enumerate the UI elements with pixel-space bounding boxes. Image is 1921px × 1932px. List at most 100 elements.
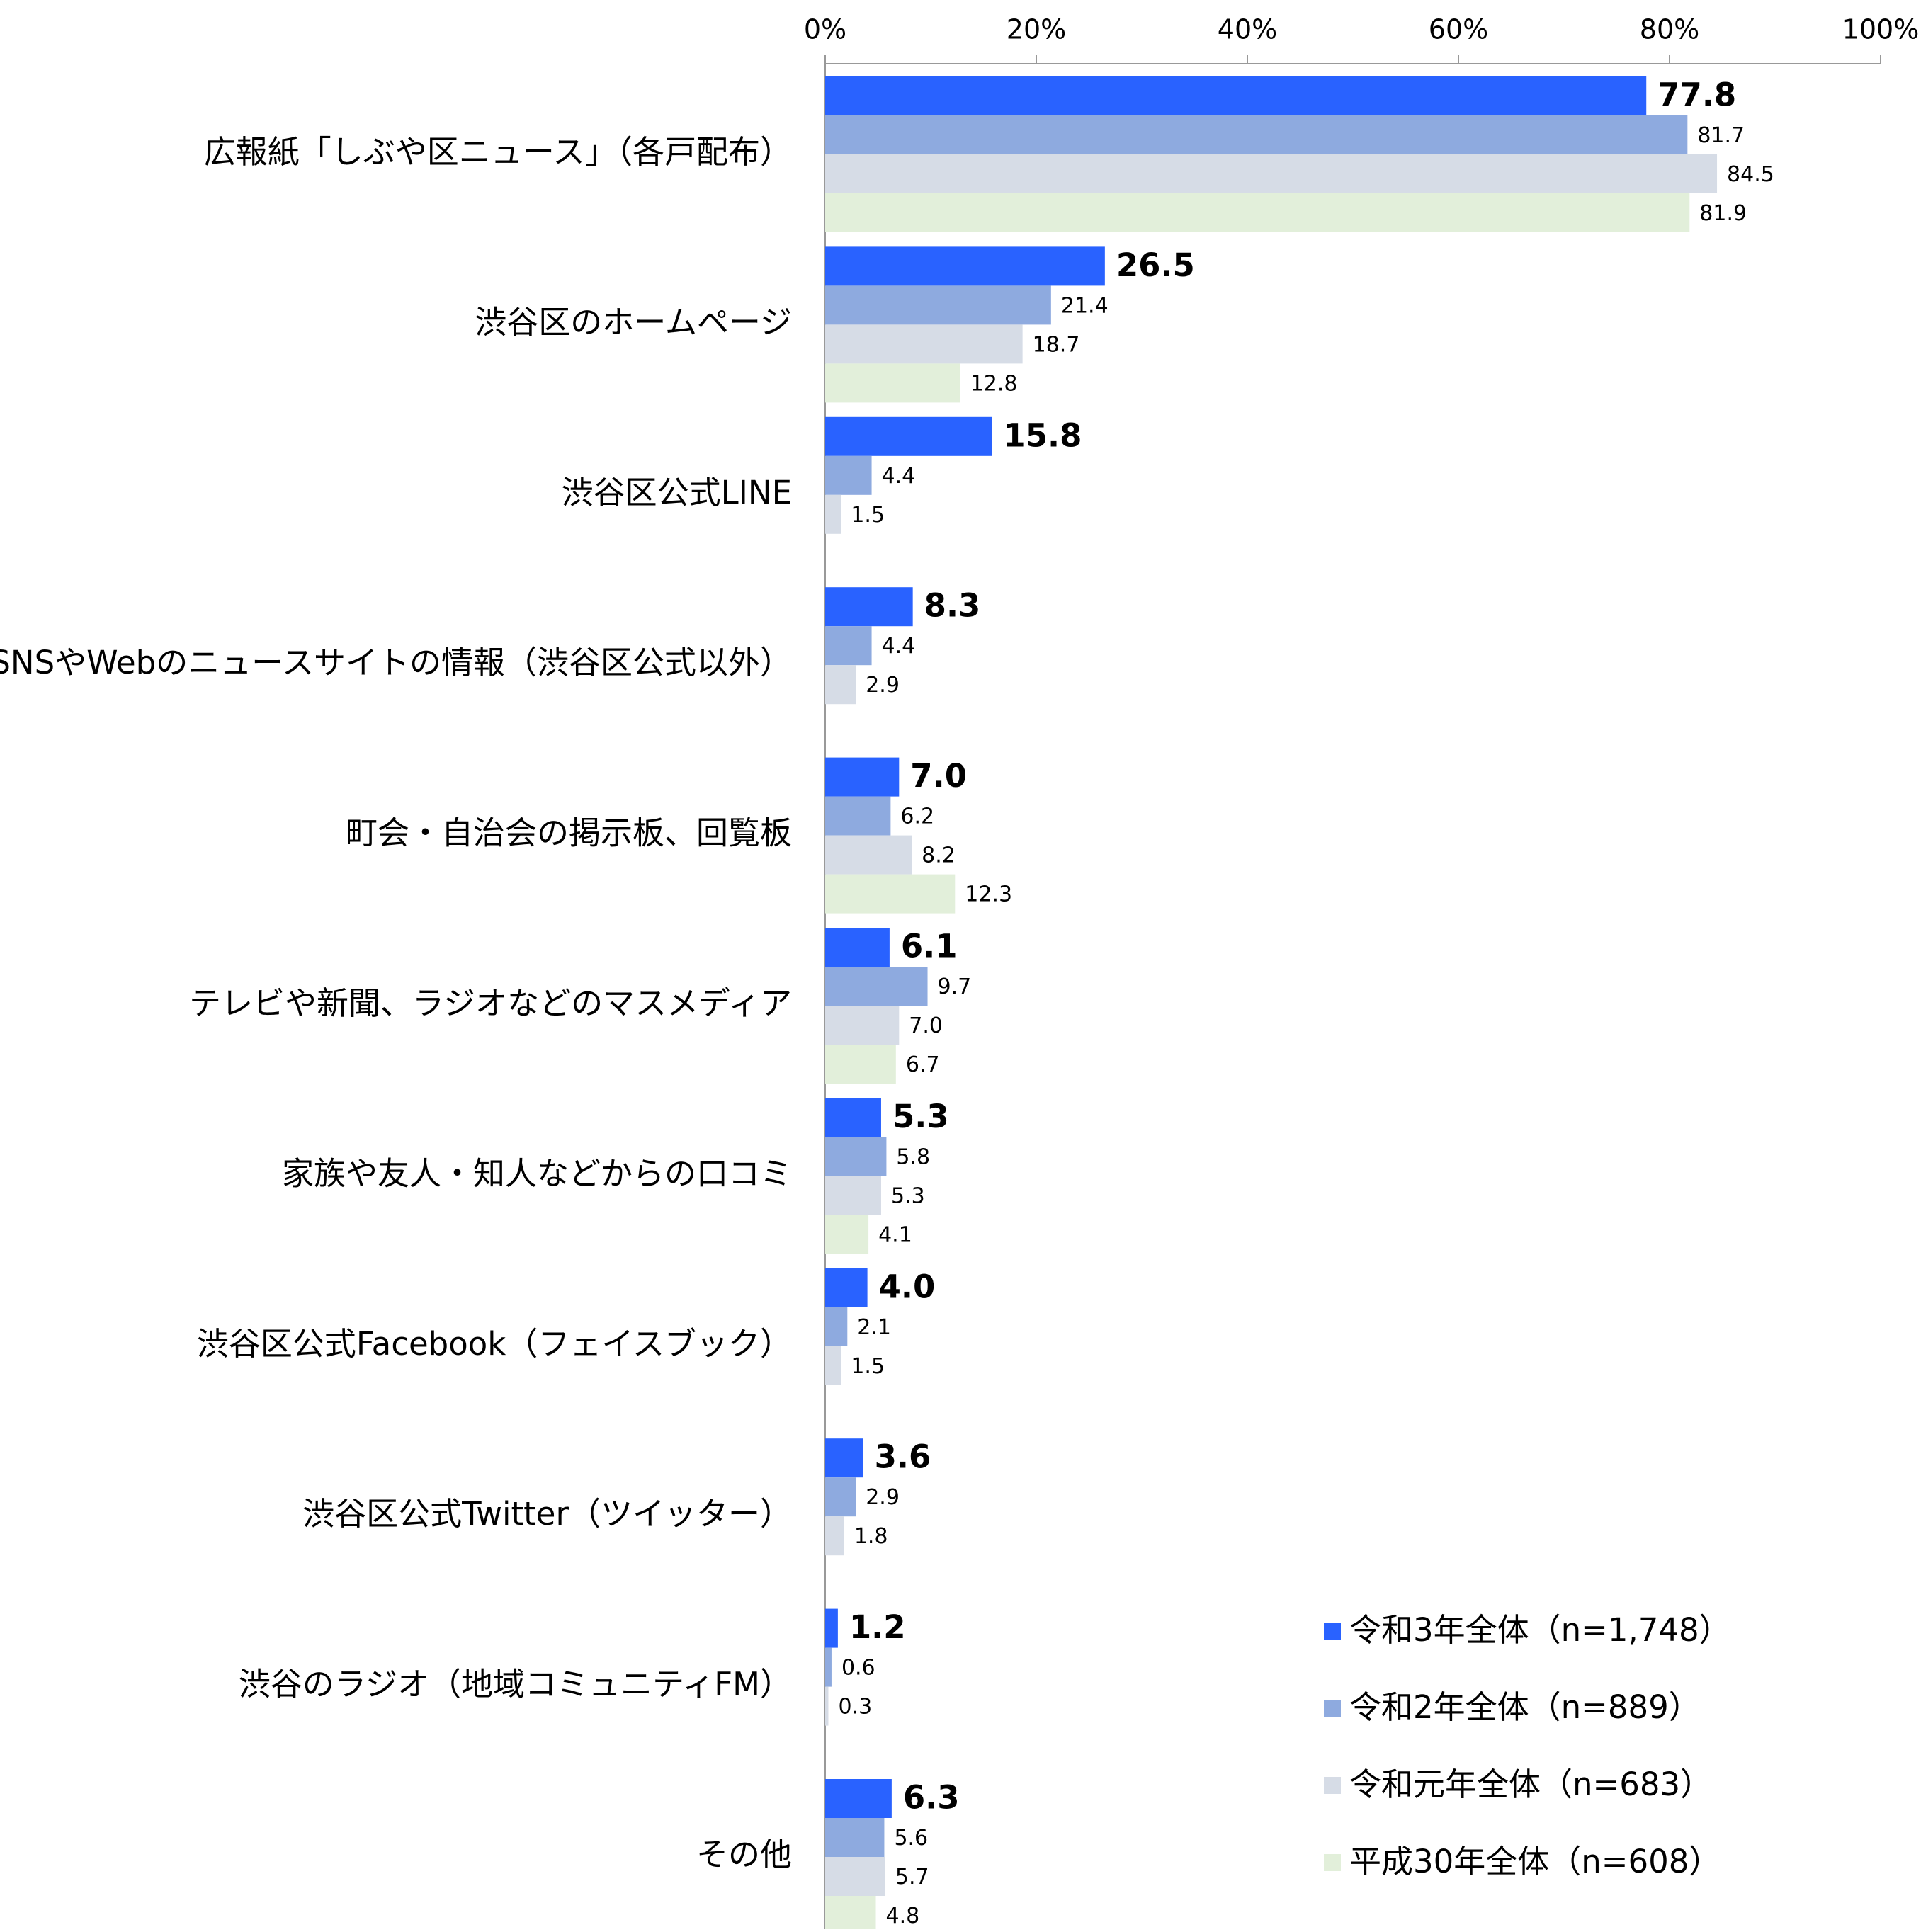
bar (825, 494, 842, 534)
bar (825, 154, 1718, 193)
bar (825, 324, 1023, 364)
legend-swatch (1324, 1854, 1341, 1871)
value-label: 2.9 (866, 673, 900, 698)
bar (825, 835, 912, 875)
legend-label: 令和元年全体（n=683） (1349, 1766, 1712, 1803)
value-label: 81.9 (1699, 201, 1747, 226)
value-label: 6.3 (903, 1779, 960, 1817)
value-label: 0.3 (838, 1695, 872, 1720)
bar (825, 1307, 848, 1346)
value-label: 6.7 (906, 1052, 940, 1077)
value-label: 1.8 (854, 1524, 888, 1549)
value-label: 15.8 (1003, 416, 1082, 454)
value-label: 3.6 (875, 1438, 931, 1476)
value-label: 6.1 (901, 928, 958, 965)
category-label: 渋谷のラジオ（地域コミュニティFM） (239, 1666, 792, 1703)
legend-label: 平成30年全体（n=608） (1349, 1843, 1721, 1880)
category-label: 渋谷区公式Twitter（ツイッター） (302, 1495, 792, 1533)
value-label: 5.8 (896, 1144, 930, 1169)
value-label: 26.5 (1116, 246, 1195, 284)
value-label: 84.5 (1727, 162, 1774, 187)
bar (825, 626, 872, 666)
bar (825, 874, 956, 914)
value-label: 9.7 (938, 974, 972, 999)
value-label: 7.0 (909, 1013, 943, 1038)
x-tick-label: 80% (1640, 14, 1699, 45)
value-label: 12.8 (970, 371, 1018, 396)
bar (825, 757, 900, 797)
bar (825, 1686, 829, 1726)
value-label: 4.1 (878, 1222, 912, 1247)
bar (825, 1098, 881, 1137)
legend-label: 令和3年全体（n=1,748） (1349, 1611, 1731, 1649)
value-label: 8.2 (922, 843, 956, 868)
bar (825, 1176, 881, 1215)
bar (825, 1045, 896, 1084)
bar (825, 1857, 885, 1896)
x-tick-label: 60% (1429, 14, 1488, 45)
bar (825, 1818, 885, 1857)
value-label: 5.3 (891, 1183, 925, 1208)
value-label: 4.8 (886, 1904, 920, 1928)
value-label: 5.3 (892, 1098, 949, 1135)
category-label: SNSやWebのニュースサイトの情報（渋谷区公式以外） (0, 644, 792, 681)
value-label: 77.8 (1658, 76, 1736, 114)
category-label: 町会・自治会の掲示板、回覧板 (346, 814, 792, 852)
category-label: 渋谷区公式Facebook（フェイスブック） (197, 1325, 792, 1363)
category-label: その他 (696, 1836, 792, 1873)
bar (825, 1346, 842, 1385)
bar (825, 115, 1688, 154)
bar (825, 1268, 868, 1307)
x-tick-label: 20% (1007, 14, 1066, 45)
bar (825, 796, 891, 836)
value-label: 8.3 (924, 587, 981, 625)
bar (825, 967, 928, 1006)
value-label: 4.0 (879, 1268, 936, 1305)
value-label: 6.2 (900, 805, 934, 829)
value-label: 1.5 (851, 1354, 885, 1379)
bar (825, 1006, 900, 1045)
value-label: 2.1 (857, 1315, 891, 1340)
x-tick-label: 40% (1218, 14, 1277, 45)
value-label: 21.4 (1061, 293, 1109, 318)
bar (825, 665, 856, 705)
bar (825, 928, 890, 967)
x-tick-label: 0% (804, 14, 846, 45)
legend-swatch (1324, 1700, 1341, 1717)
value-label: 7.0 (910, 757, 967, 795)
bar (825, 416, 992, 456)
bar (825, 285, 1051, 325)
bar (825, 1647, 832, 1687)
value-label: 5.6 (894, 1826, 928, 1851)
bar (825, 455, 872, 495)
value-label: 1.2 (849, 1608, 906, 1646)
value-label: 1.5 (851, 503, 885, 528)
legend-swatch (1324, 1777, 1341, 1794)
value-label: 0.6 (842, 1656, 876, 1681)
bar (825, 1896, 876, 1932)
bar (825, 1608, 838, 1648)
bar (825, 76, 1647, 115)
bar (825, 1137, 887, 1176)
value-label: 4.4 (882, 634, 916, 659)
bar (825, 1215, 869, 1254)
bar (825, 1438, 863, 1478)
bar (825, 1477, 856, 1517)
category-label: 渋谷区のホームページ (475, 303, 792, 341)
category-label: 家族や友人・知人などからの口コミ (282, 1154, 792, 1192)
value-label: 2.9 (866, 1485, 900, 1510)
value-label: 4.4 (882, 464, 916, 489)
category-label: 渋谷区公式LINE (562, 474, 792, 511)
category-label: 広報紙「しぶや区ニュース」（各戸配布） (204, 133, 792, 171)
value-label: 5.7 (895, 1865, 929, 1890)
legend-label: 令和2年全体（n=889） (1349, 1688, 1701, 1726)
bar (825, 193, 1690, 232)
bar (825, 1516, 844, 1556)
value-label: 81.7 (1697, 123, 1745, 148)
x-tick-label: 100% (1842, 14, 1920, 45)
bar (825, 1779, 892, 1818)
category-label: テレビや新聞、ラジオなどのマスメディア (189, 984, 792, 1022)
bar (825, 587, 913, 627)
bar (825, 363, 960, 403)
